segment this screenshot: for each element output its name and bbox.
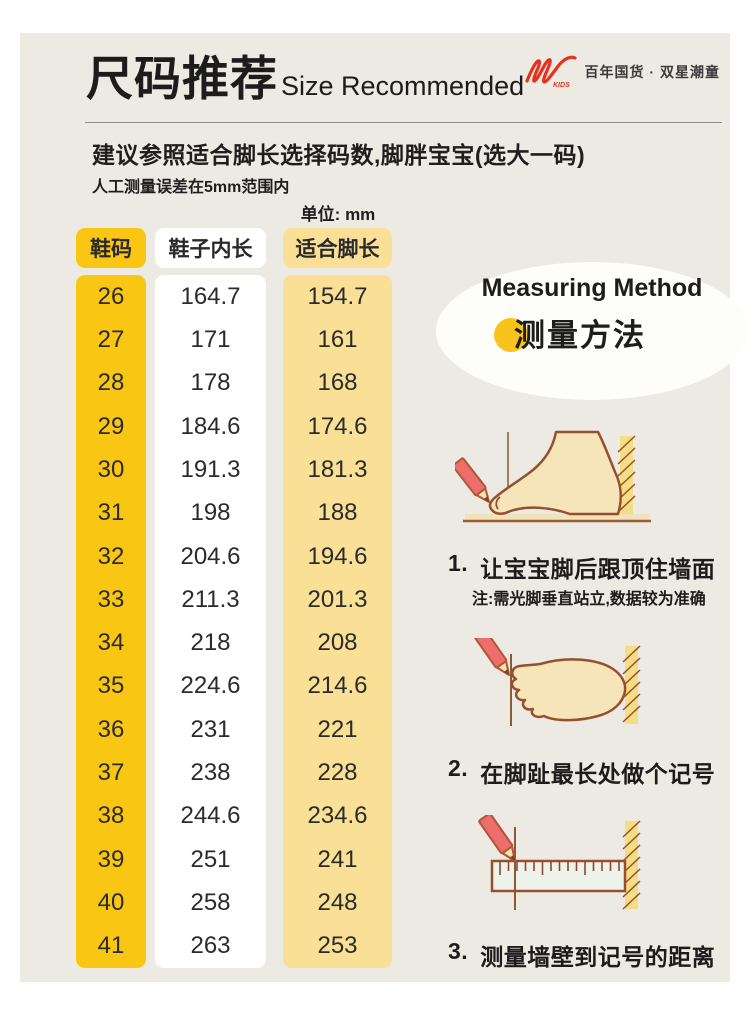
pencil-icon [474,629,510,676]
step-3-number: 3. [448,938,469,964]
column-inner-length: 鞋子内长 164.7 171 178 184.6 191.3 198 204.6 211.3 2… [155,228,266,968]
table-cell-foot: 208 [317,629,358,657]
table-cell-inner: 164.7 [180,282,241,310]
table-cell-foot: 234.6 [307,802,368,830]
wall-hatch-icon [622,820,641,910]
step-3: 3. 测量墙壁到记号的距离 [448,938,715,972]
table-cell-foot: 253 [317,932,358,960]
column-header-inner-length: 鞋子内长 [155,228,266,268]
brand-tagline: 百年国货 · 双星潮童 [584,64,720,80]
table-cell-foot: 161 [317,325,358,353]
table-cell-size: 31 [97,499,125,527]
table-cell-inner: 263 [190,932,231,960]
table-cell-inner: 171 [190,325,231,353]
table-cell-foot: 221 [317,715,358,743]
ground-band [465,514,650,520]
size-advice-text: 建议参照适合脚长选择码数,脚胖宝宝(选大一码) [92,142,586,168]
table-cell-size: 29 [97,412,125,440]
table-cell-size: 38 [97,802,125,830]
pencil-icon [452,457,490,503]
table-cell-foot: 214.6 [307,672,368,700]
foot-top-shape [510,658,627,722]
column-foot-length: 适合脚长 154.7 161 168 174.6 181.3 188 194.6 201.3 2… [283,228,392,968]
brand-w-swoosh-icon: KIDS [524,55,577,89]
column-header-foot-length: 适合脚长 [283,228,392,268]
accent-dot [494,318,528,352]
measuring-method-highlight-ellipse [436,262,748,400]
size-chart-card: 尺码推荐 Size Recommended KIDS 百年国货 · 双星潮童 建… [20,33,748,982]
table-cell-inner: 198 [190,499,231,527]
table-cell-foot: 248 [317,889,358,917]
table-cell-size: 28 [97,369,125,397]
header-divider [85,122,722,123]
table-cell-size: 36 [97,715,125,743]
step-1-note: 注:需光脚垂直站立,数据较为准确 [472,591,706,608]
table-cell-inner: 238 [190,759,231,787]
step-3-text: 测量墙壁到记号的距离 [480,944,716,970]
column-body-shoe-size: 26 27 28 29 30 31 32 33 34 35 36 37 38 39 40 41 [76,275,146,968]
table-cell-foot: 201.3 [307,585,368,613]
table-cell-foot: 228 [317,759,358,787]
column-body-inner-length: 164.7 171 178 184.6 191.3 198 204.6 211.3 218 224… [155,275,266,968]
table-cell-size: 35 [97,672,125,700]
table-cell-inner: 178 [190,369,231,397]
ruler-ticks [499,861,620,875]
foot-top-illustration [450,629,650,738]
column-body-foot-length: 154.7 161 168 174.6 181.3 188 194.6 201.3 208 214… [283,275,392,968]
page-title-cn: 尺码推荐 [86,52,278,105]
tolerance-note: 人工测量误差在5mm范围内 [92,179,290,196]
unit-label: 单位: mm [300,205,376,224]
table-cell-size: 33 [97,585,125,613]
table-cell-inner: 184.6 [180,412,241,440]
table-cell-inner: 224.6 [180,672,241,700]
foot-side-illustration [452,428,655,533]
table-cell-inner: 258 [190,889,231,917]
table-cell-inner: 218 [190,629,231,657]
brand-logo: KIDS 百年国货 · 双星潮童 [524,55,720,89]
table-cell-foot: 241 [317,845,358,873]
column-shoe-size: 鞋码 26 27 28 29 30 31 32 33 34 35 36 37 38 39 40 41 [76,228,146,968]
step-1-number: 1. [448,550,469,576]
ruler-body [490,859,627,893]
page-title-en: Size Recommended [281,71,525,102]
table-cell-size: 30 [97,455,125,483]
table-cell-size: 32 [97,542,125,570]
table-cell-size: 26 [97,282,125,310]
table-cell-foot: 174.6 [307,412,368,440]
brand-kids-label: KIDS [553,82,570,89]
toe-nail-line [495,496,501,510]
table-cell-inner: 191.3 [180,455,241,483]
table-cell-foot: 168 [317,369,358,397]
table-cell-foot: 181.3 [307,455,368,483]
table-cell-size: 34 [97,629,125,657]
table-cell-inner: 204.6 [180,542,241,570]
table-cell-inner: 231 [190,715,231,743]
page-title: 尺码推荐 Size Recommended [86,53,524,105]
table-cell-foot: 194.6 [307,542,368,570]
ruler-illustration [450,812,650,920]
measuring-method-title-en: Measuring Method [481,274,703,302]
step-1: 1. 让宝宝脚后跟顶住墙面 [448,550,715,584]
foot-side-shape [488,430,622,516]
pencil-icon [478,812,517,863]
table-cell-size: 39 [97,845,125,873]
column-header-shoe-size: 鞋码 [76,228,146,268]
table-cell-size: 27 [97,325,125,353]
measuring-method-title-cn: 测量方法 [514,318,646,353]
table-cell-inner: 211.3 [181,585,240,613]
step-2-text: 在脚趾最长处做个记号 [480,761,716,787]
table-cell-size: 37 [97,759,125,787]
table-cell-inner: 251 [190,845,231,873]
step-2-number: 2. [448,755,469,781]
table-cell-foot: 188 [317,499,358,527]
step-2: 2. 在脚趾最长处做个记号 [448,755,715,789]
table-cell-size: 41 [97,932,125,960]
table-cell-foot: 154.7 [307,282,368,310]
table-cell-inner: 244.6 [180,802,241,830]
table-cell-size: 40 [97,889,125,917]
step-1-text: 让宝宝脚后跟顶住墙面 [480,556,716,582]
